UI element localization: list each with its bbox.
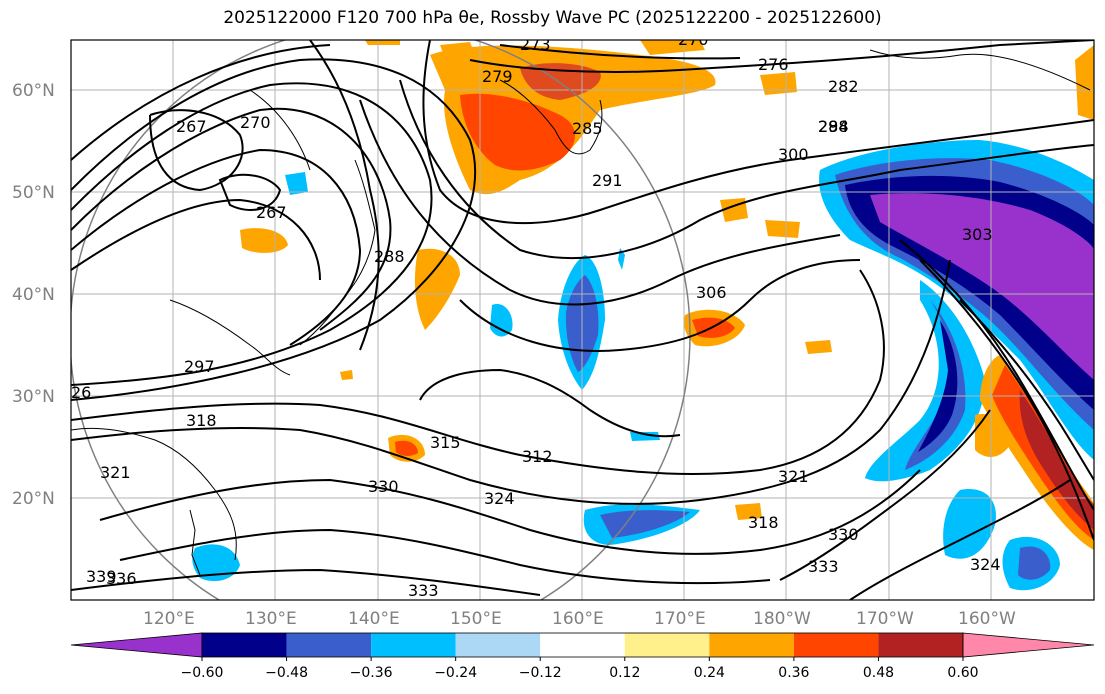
contour-label: 291: [592, 171, 623, 190]
colorbar-border: [201, 632, 964, 658]
contour-label: 321: [778, 467, 809, 486]
lat-label: 30°N: [12, 387, 55, 407]
lon-label: 120°E: [143, 609, 195, 629]
lon-label: 150°E: [450, 609, 502, 629]
contour-label: 318: [186, 411, 217, 430]
map-title: 2025122000 F120 700 hPa θe, Rossby Wave …: [223, 8, 882, 28]
map-frame: [70, 39, 1095, 601]
shaded-anomaly-regions: [192, 40, 1094, 591]
contour-label: 297: [184, 357, 215, 376]
contour-label: 26: [71, 383, 91, 402]
contour-label: 285: [572, 119, 603, 138]
contour-label: 321: [100, 463, 131, 482]
latitude-labels: 60°N 50°N 40°N 30°N 20°N: [12, 81, 55, 509]
colorbar-tick-label: 0.36: [778, 665, 809, 681]
longitude-labels: 120°E 130°E 140°E 150°E 160°E 170°E 180°…: [143, 609, 1016, 629]
lon-label: 160°W: [958, 609, 1016, 629]
contour-label: 339: [86, 567, 117, 586]
colorbar-segment: [70, 632, 203, 658]
colorbar-tick-label: −0.24: [434, 665, 477, 681]
contour-label: 270: [678, 30, 709, 49]
contour-label: 324: [970, 555, 1001, 574]
lat-label: 20°N: [12, 489, 55, 509]
lon-label: 180°W: [753, 609, 811, 629]
lat-label: 60°N: [12, 81, 55, 101]
colorbar-segment: [624, 633, 710, 657]
colorbar-segment: [962, 632, 1095, 658]
theta-e-contours: [71, 40, 1094, 600]
lat-label: 40°N: [12, 285, 55, 305]
colorbar-segment: [709, 633, 794, 657]
contour-label: 315: [430, 433, 461, 452]
colorbar-segment: [793, 633, 879, 657]
contour-label: 333: [408, 581, 439, 600]
lon-label: 170°W: [856, 609, 914, 629]
contour-label: 276: [758, 55, 789, 74]
contour-label: 288: [818, 117, 849, 136]
colorbar-segment: [540, 633, 625, 657]
contour-label: 336: [106, 569, 137, 588]
lon-label: 170°E: [654, 609, 706, 629]
contour-label: 333: [808, 557, 839, 576]
contour-label: 288: [374, 247, 405, 266]
contour-label: 273: [520, 35, 551, 54]
contour-labels: 273 270 276 279 282 285 288 291 294 300 …: [71, 30, 1001, 600]
colorbar-segment: [455, 633, 541, 657]
colorbar-tick-label: −0.12: [519, 665, 562, 681]
colorbar-segment: [371, 633, 456, 657]
colorbar-tick-label: −0.48: [265, 665, 308, 681]
contour-label: 312: [522, 447, 553, 466]
lat-label: 50°N: [12, 183, 55, 203]
colorbar-segment: [286, 633, 372, 657]
contour-label: 294: [818, 117, 849, 136]
contour-label: 279: [482, 67, 513, 86]
graticule: [71, 40, 1094, 600]
lon-label: 160°E: [552, 609, 604, 629]
colorbar-tick-label: 0.60: [947, 665, 978, 681]
contour-label: 306: [696, 283, 727, 302]
contour-label: 303: [962, 225, 993, 244]
colorbar-tick-label: 0.24: [694, 665, 725, 681]
reference-circle: [71, 40, 691, 600]
contour-label: 267: [176, 117, 207, 136]
contour-label: 330: [368, 477, 399, 496]
colorbar-tick-label: 0.12: [609, 665, 640, 681]
colorbar-segment: [202, 633, 287, 657]
contour-label: 300: [778, 145, 809, 164]
lon-label: 140°E: [348, 609, 400, 629]
coastlines: [71, 49, 1091, 576]
colorbar: −0.60 −0.48 −0.36 −0.24 −0.12 0.12 0.24 0.36 0.4…: [70, 632, 1095, 681]
contour-label: 330: [828, 525, 859, 544]
colorbar-tick-label: −0.60: [181, 665, 224, 681]
contour-label: 282: [828, 77, 859, 96]
contour-label: 267: [256, 203, 287, 222]
contour-label: 318: [748, 513, 779, 532]
colorbar-tick-label: −0.36: [350, 665, 393, 681]
colorbar-tick-label: 0.48: [863, 665, 894, 681]
contour-label: 324: [484, 489, 515, 508]
lon-label: 130°E: [245, 609, 297, 629]
colorbar-segment: [878, 633, 963, 657]
contour-label: 270: [240, 113, 271, 132]
